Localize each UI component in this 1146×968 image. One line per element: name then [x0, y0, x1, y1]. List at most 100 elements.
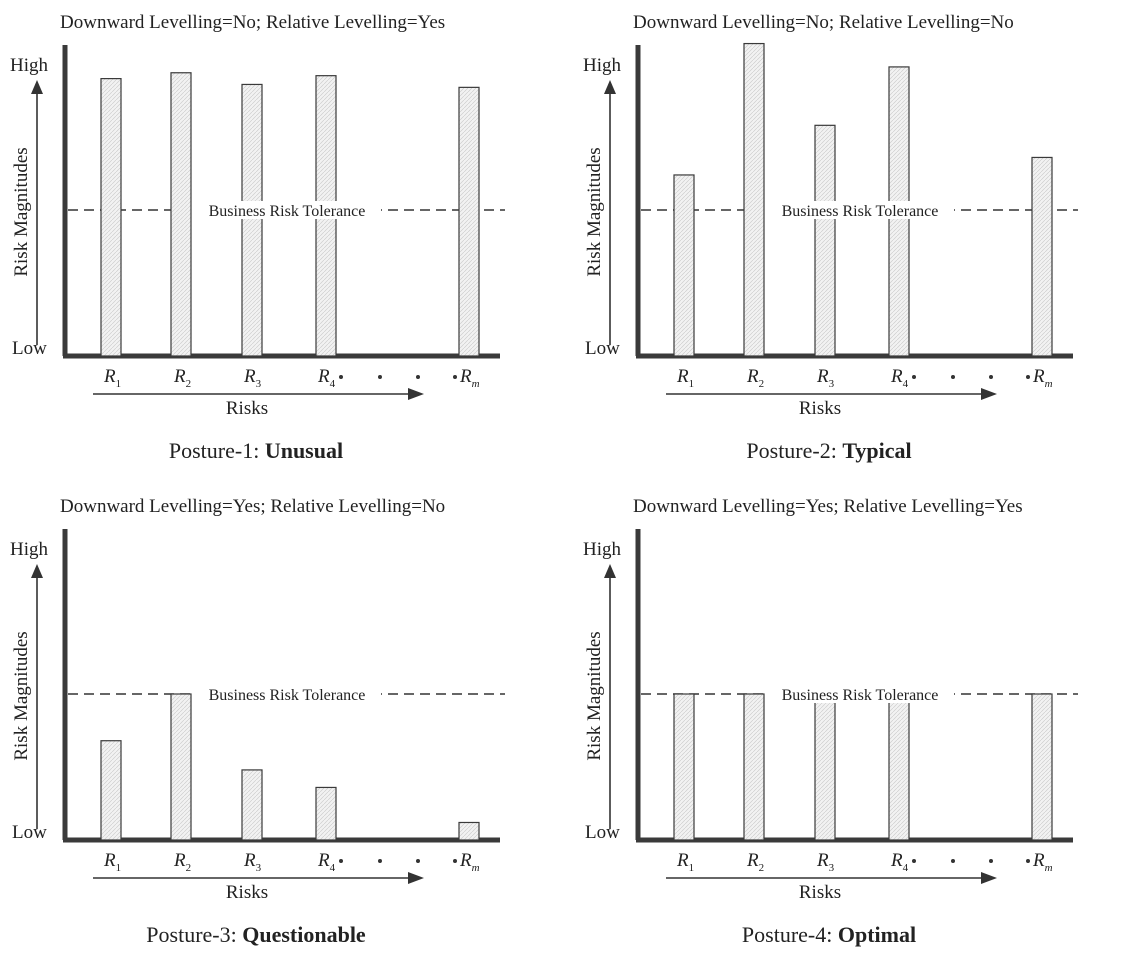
caption-emphasis: Typical: [842, 438, 911, 463]
ellipsis-dot: [951, 375, 955, 379]
caption-emphasis: Questionable: [242, 922, 366, 947]
risk-label-subscript: 4: [330, 862, 336, 874]
posture-1-panel: Downward Levelling=No; Relative Levellin…: [10, 12, 505, 463]
y-low-label: Low: [12, 822, 47, 843]
risk-label-3: R3: [243, 366, 262, 390]
x-axis-label: Risks: [226, 882, 268, 903]
panel-caption: Posture-4: Optimal: [742, 922, 916, 947]
y-axis-label: Risk Magnitudes: [11, 631, 32, 760]
caption-emphasis: Optimal: [838, 922, 916, 947]
risk-label-4: R4: [890, 850, 909, 874]
x-arrow-head: [408, 872, 424, 884]
bar-5: [458, 821, 480, 841]
y-high-label: High: [10, 55, 49, 76]
tolerance-label: Business Risk Tolerance: [209, 687, 366, 704]
y-arrow-head: [31, 80, 43, 94]
bar-1: [673, 174, 695, 357]
panel-header: Downward Levelling=Yes; Relative Levelli…: [633, 496, 1023, 517]
x-arrow-head: [981, 872, 997, 884]
ellipsis-dot: [1026, 375, 1030, 379]
bar-1: [673, 693, 695, 841]
bar-5: [458, 86, 480, 357]
y-arrow-head: [604, 564, 616, 578]
risk-label-3: R3: [816, 366, 835, 390]
y-high-label: High: [10, 539, 49, 560]
risk-label-subscript: 4: [903, 378, 909, 390]
x-axis-label: Risks: [799, 882, 841, 903]
risk-label-4: R4: [317, 850, 336, 874]
risk-label-subscript: 4: [903, 862, 909, 874]
risk-label-5: Rm: [459, 850, 480, 874]
ellipsis-dot: [378, 859, 382, 863]
ellipsis-dot: [989, 375, 993, 379]
risk-label-1: R1: [103, 366, 121, 390]
risk-label-subscript: 3: [829, 862, 835, 874]
ellipsis-dot: [912, 375, 916, 379]
risk-label-subscript: 3: [256, 862, 262, 874]
y-axis-label: Risk Magnitudes: [584, 631, 605, 760]
bar-2: [170, 72, 192, 357]
panel-caption: Posture-3: Questionable: [146, 922, 366, 947]
x-axis-label: Risks: [226, 398, 268, 419]
risk-label-5: Rm: [1032, 366, 1053, 390]
ellipsis-dot: [378, 375, 382, 379]
tolerance-label-bg: [193, 685, 381, 703]
x-arrow-head: [408, 388, 424, 400]
risk-label-2: R2: [173, 366, 191, 390]
caption-emphasis: Unusual: [265, 438, 343, 463]
ellipsis-dot: [339, 859, 343, 863]
risk-label-subscript: 1: [689, 862, 695, 874]
ellipsis-dot: [339, 375, 343, 379]
bar-3: [814, 693, 836, 841]
panel-header: Downward Levelling=No; Relative Levellin…: [633, 12, 1014, 33]
risk-label-subscript: 1: [116, 862, 122, 874]
y-low-label: Low: [585, 822, 620, 843]
risk-label-subscript: 1: [116, 378, 122, 390]
ellipsis-dot: [912, 859, 916, 863]
posture-2-panel: Downward Levelling=No; Relative Levellin…: [583, 12, 1078, 463]
bar-5: [1031, 156, 1053, 357]
bar-4: [315, 786, 337, 841]
y-low-label: Low: [585, 338, 620, 359]
ellipsis-dot: [453, 375, 457, 379]
y-low-label: Low: [12, 338, 47, 359]
risk-label-subscript: 2: [186, 862, 192, 874]
panel-caption: Posture-1: Unusual: [169, 438, 343, 463]
tolerance-label: Business Risk Tolerance: [782, 687, 939, 704]
risk-label-3: R3: [243, 850, 262, 874]
risk-label-1: R1: [676, 850, 694, 874]
risk-label-subscript: 4: [330, 378, 336, 390]
risk-label-subscript: 3: [829, 378, 835, 390]
risk-label-2: R2: [746, 366, 764, 390]
posture-3-panel: Downward Levelling=Yes; Relative Levelli…: [10, 496, 505, 947]
risk-label-subscript: 2: [186, 378, 192, 390]
y-arrow-head: [604, 80, 616, 94]
bar-3: [241, 83, 263, 357]
y-axis-label: Risk Magnitudes: [11, 147, 32, 276]
risk-label-subscript: 2: [759, 862, 765, 874]
ellipsis-dot: [416, 375, 420, 379]
risk-label-4: R4: [317, 366, 336, 390]
y-arrow-head: [31, 564, 43, 578]
bar-5: [1031, 693, 1053, 841]
risk-label-subscript: 2: [759, 378, 765, 390]
bar-1: [100, 740, 122, 841]
tolerance-label-bg: [766, 201, 954, 219]
ellipsis-dot: [416, 859, 420, 863]
ellipsis-dot: [453, 859, 457, 863]
risk-label-subscript: m: [472, 862, 480, 874]
bar-2: [170, 693, 192, 841]
panel-header: Downward Levelling=No; Relative Levellin…: [60, 12, 445, 33]
bar-3: [241, 769, 263, 841]
tolerance-label: Business Risk Tolerance: [782, 203, 939, 220]
x-arrow-head: [981, 388, 997, 400]
risk-label-1: R1: [676, 366, 694, 390]
risk-label-2: R2: [173, 850, 191, 874]
ellipsis-dot: [1026, 859, 1030, 863]
risk-label-4: R4: [890, 366, 909, 390]
bar-1: [100, 77, 122, 357]
tolerance-label-bg: [193, 201, 381, 219]
ellipsis-dot: [951, 859, 955, 863]
bar-4: [888, 693, 910, 841]
y-high-label: High: [583, 539, 622, 560]
